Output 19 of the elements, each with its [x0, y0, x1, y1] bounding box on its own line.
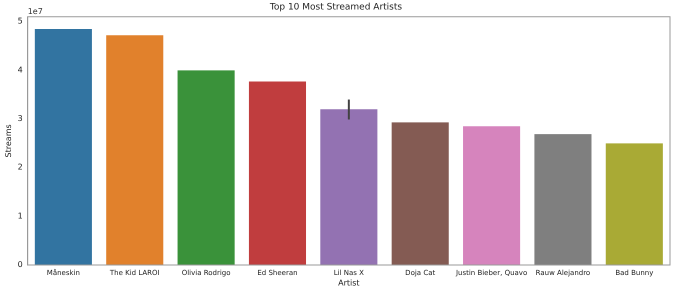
bar [392, 122, 449, 265]
y-axis-title: Streams [4, 124, 13, 158]
bar [534, 134, 592, 265]
bar [320, 109, 378, 265]
text: 1e7 [28, 6, 43, 16]
y-tick-label: 2 [18, 162, 23, 172]
y-tick-label: 5 [18, 16, 23, 26]
bar [178, 70, 235, 265]
x-axis-title: Artist [338, 278, 360, 288]
bar [34, 28, 92, 265]
chart-title: Top 10 Most Streamed Artists [268, 2, 402, 13]
y-tick-label: 4 [18, 65, 23, 74]
bar [463, 126, 520, 265]
y-tick-label: 1 [18, 211, 23, 220]
bar [606, 143, 663, 265]
bar [106, 35, 164, 265]
bar [248, 82, 306, 265]
y-tick-label: 0 [18, 260, 23, 270]
y-tick-label: 3 [18, 114, 23, 124]
